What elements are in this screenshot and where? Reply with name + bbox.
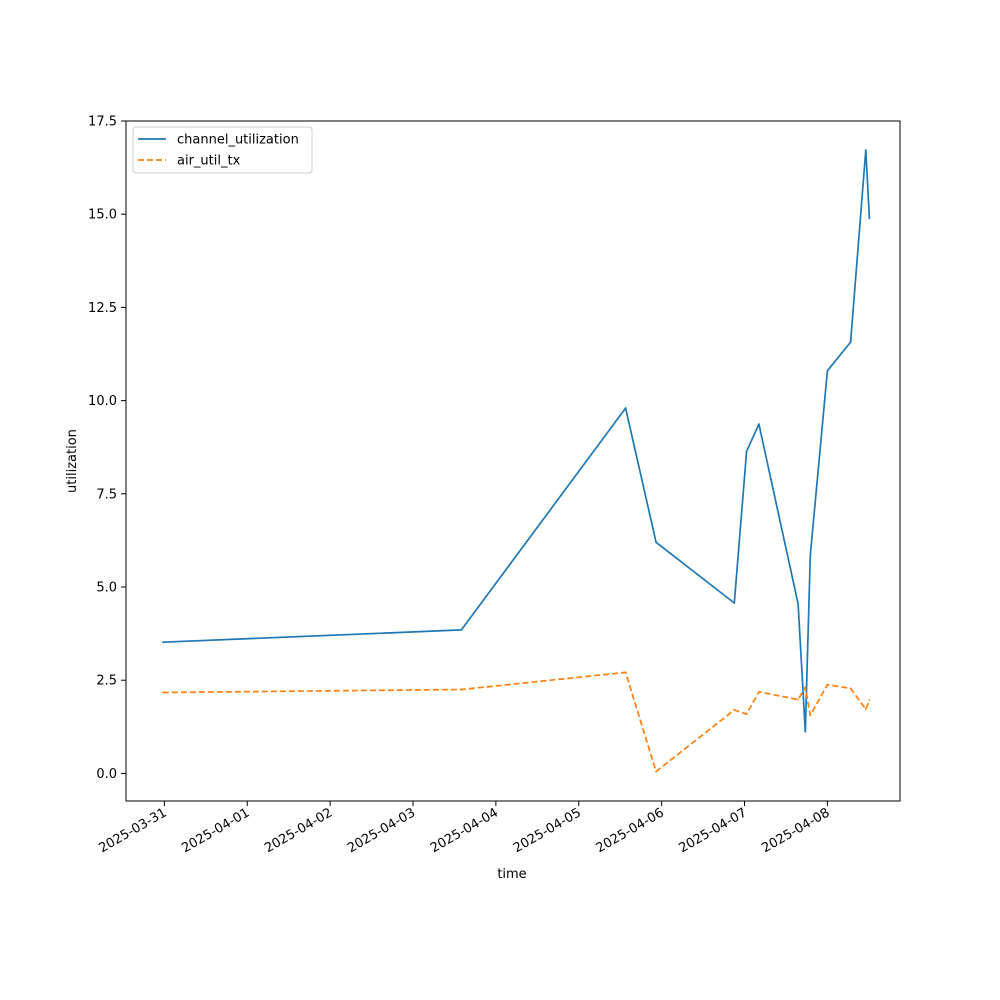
data-point-channel_utilization-9: [809, 554, 812, 557]
y-tick-label: 15.0: [88, 208, 117, 223]
data-point-air_util_tx-13: [868, 699, 871, 701]
data-point-air_util_tx-12: [864, 708, 867, 711]
data-point-air_util_tx-5: [745, 713, 748, 716]
data-point-channel_utilization-13: [868, 217, 871, 220]
legend-box: [132, 126, 313, 174]
data-point-channel_utilization-5: [745, 450, 748, 453]
data-point-channel_utilization-7: [797, 602, 800, 605]
data-point-air_util_tx-6: [757, 690, 760, 693]
y-tick-label: 12.5: [88, 301, 117, 316]
data-point-air_util_tx-4: [733, 709, 736, 711]
plot-area-frame: [125, 120, 901, 802]
x-axis-label: time: [497, 867, 526, 882]
legend-label-channel_utilization: channel_utilization: [177, 133, 299, 148]
series-layer: [161, 149, 871, 773]
data-point-air_util_tx-10: [826, 683, 829, 686]
data-point-air_util_tx-3: [655, 770, 657, 773]
series-line-channel_utilization: [162, 149, 871, 733]
series-line-air_util_tx: [162, 671, 871, 773]
y-tick-label: 10.0: [88, 394, 117, 409]
legend: channel_utilization air_util_tx: [132, 126, 313, 174]
data-point-channel_utilization-4: [733, 602, 736, 604]
y-tick-label: 5.0: [96, 581, 117, 596]
data-point-air_util_tx-9: [809, 714, 812, 717]
data-point-channel_utilization-1: [460, 628, 463, 631]
legend-label-air_util_tx: air_util_tx: [177, 154, 241, 169]
y-tick-label: 17.5: [88, 115, 117, 130]
y-tick-label: 7.5: [96, 487, 117, 502]
data-point-air_util_tx-7: [797, 698, 800, 701]
y-axis: 0.0 2.5 5.0 7.5 10.0 12.5 15.0 17.5: [88, 115, 126, 782]
data-point-air_util_tx-1: [460, 688, 463, 691]
data-point-channel_utilization-10: [826, 369, 829, 372]
y-axis-label: utilization: [65, 429, 80, 493]
data-point-air_util_tx-0: [161, 691, 164, 694]
y-tick-label: 0.0: [96, 767, 117, 782]
y-tick-label: 2.5: [96, 674, 117, 689]
series-channel_utilization: [161, 149, 871, 733]
data-point-air_util_tx-8: [804, 686, 807, 689]
data-point-air_util_tx-2: [624, 671, 627, 674]
data-point-channel_utilization-8: [804, 730, 807, 733]
data-point-channel_utilization-3: [655, 541, 657, 544]
data-point-channel_utilization-6: [757, 423, 760, 425]
data-point-air_util_tx-11: [849, 687, 852, 690]
data-point-channel_utilization-11: [849, 341, 852, 343]
data-point-channel_utilization-12: [864, 149, 867, 151]
data-point-channel_utilization-2: [624, 407, 627, 409]
data-point-channel_utilization-0: [161, 641, 164, 644]
series-air_util_tx: [161, 671, 871, 773]
